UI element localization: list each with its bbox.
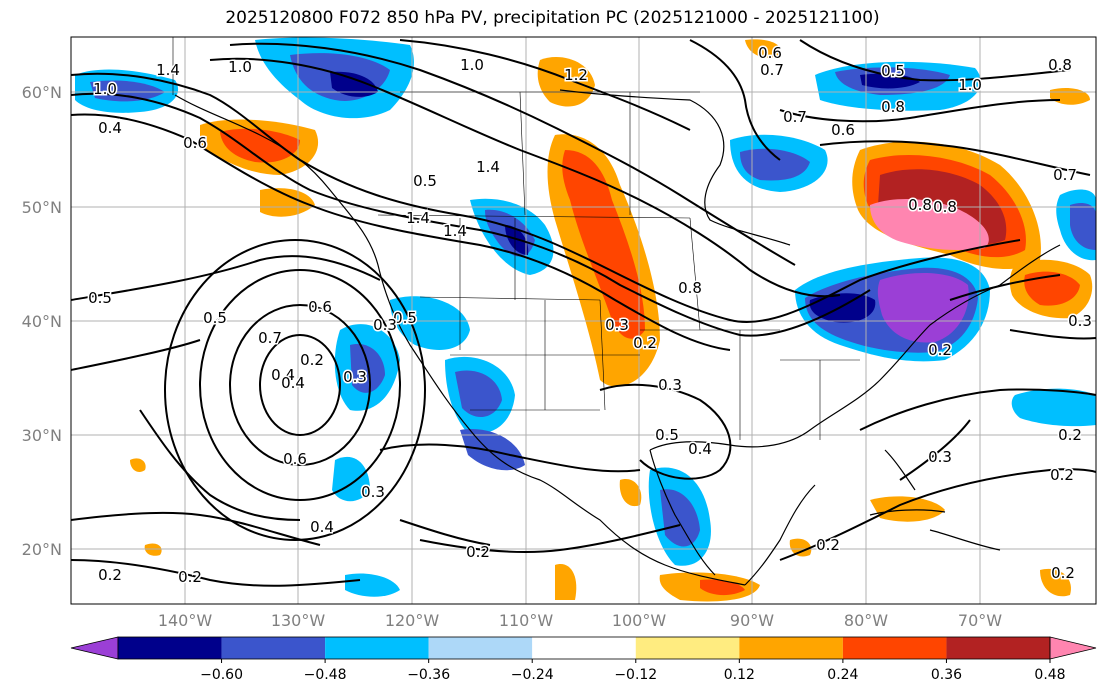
colorbar-segment: [946, 637, 1050, 659]
state-borders: [172, 37, 860, 440]
colorbar-segment: [532, 637, 636, 659]
contour-label: 0.8: [908, 196, 932, 214]
contour-label: 0.2: [466, 543, 490, 561]
colorbar-segment: [739, 637, 843, 659]
contour-label: 0.6: [308, 298, 332, 316]
colorbar-tick-label: −0.36: [407, 667, 450, 683]
lat-label-60: 60°N: [22, 83, 62, 102]
contour-label: 0.5: [881, 62, 905, 80]
contour-label: 0.3: [373, 316, 397, 334]
colorbar-tick-label: −0.24: [511, 667, 554, 683]
contour-label: 1.4: [476, 158, 500, 176]
colorbar: [70, 636, 1097, 660]
contour-label: 0.4: [98, 119, 122, 137]
lat-label-40: 40°N: [22, 312, 62, 331]
latitude-labels: 60°N 50°N 40°N 30°N 20°N: [22, 83, 62, 559]
colorbar-tick-label: 0.48: [1034, 667, 1065, 683]
chart-title: 2025120800 F072 850 hPa PV, precipitatio…: [225, 8, 880, 28]
pv-contours: [71, 39, 1096, 587]
contour-label: 0.8: [678, 279, 702, 297]
contour-label: 0.2: [1051, 564, 1075, 582]
contour-label: 0.2: [1050, 466, 1074, 484]
colorbar-segment: [635, 637, 740, 659]
colorbar-border: [117, 636, 1051, 660]
contour-label: 0.5: [203, 309, 227, 327]
contour-label: 0.8: [1048, 56, 1072, 74]
contour-label: 0.2: [178, 568, 202, 586]
contour-label: 0.7: [258, 329, 282, 347]
contour-label: 0.4: [310, 518, 334, 536]
contour-label: 0.3: [658, 376, 682, 394]
lon-label-130: 130°W: [271, 611, 326, 630]
contour-label: 0.5: [413, 172, 437, 190]
colorbar-tick-label: −0.48: [304, 667, 347, 683]
colorbar-tick-label: −0.60: [200, 667, 243, 683]
contour-label: 0.6: [831, 121, 855, 139]
contour-label: 0.2: [816, 536, 840, 554]
contour-label: 0.5: [655, 426, 679, 444]
precip-shading: [75, 37, 1096, 602]
contour-label: 0.3: [605, 316, 629, 334]
lon-label-90: 90°W: [730, 611, 774, 630]
contour-label: 0.2: [633, 334, 657, 352]
lon-label-70: 70°W: [958, 611, 1002, 630]
colorbar-segment: [842, 637, 947, 659]
contour-label: 1.4: [156, 61, 180, 79]
contour-label: 0.2: [98, 566, 122, 584]
colorbar-tick-label: 0.12: [724, 667, 755, 683]
contour-label: 0.3: [343, 368, 367, 386]
contour-label: 0.7: [1053, 166, 1077, 184]
map-frame: [70, 36, 1097, 605]
contour-label: 0.6: [183, 134, 207, 152]
lat-label-50: 50°N: [22, 198, 62, 217]
contour-label: 0.7: [783, 108, 807, 126]
colorbar-tick-label: −0.12: [614, 667, 657, 683]
lat-label-20: 20°N: [22, 540, 62, 559]
contour-label: 0.5: [393, 309, 417, 327]
colorbar-segment: [325, 637, 429, 659]
contour-label: 1.0: [93, 80, 117, 98]
contour-label: 1.4: [443, 222, 467, 240]
contour-label: 0.4: [281, 374, 305, 392]
colorbar-segment: [221, 637, 326, 659]
colorbar-extend-high: [1049, 636, 1097, 660]
contour-label: 0.6: [283, 450, 307, 468]
contour-label: 1.2: [564, 66, 588, 84]
contour-label: 1.0: [460, 56, 484, 74]
contour-labels: 1.41.01.01.2 0.7 0.51.40.80.40.60.51.40.70…: [87, 43, 1094, 588]
lon-label-100: 100°W: [612, 611, 667, 630]
colorbar-tick-label: 0.24: [827, 667, 858, 683]
contour-label: 0.6: [758, 44, 782, 62]
colorbar-segment: [118, 637, 222, 659]
contour-label: 1.0: [958, 76, 982, 94]
contour-label: 0.3: [928, 448, 952, 466]
longitude-labels: 140°W 130°W 120°W 110°W 100°W 90°W 80°W …: [158, 611, 1002, 630]
colorbar-segment: [428, 637, 533, 659]
colorbar-ticks: −0.60 −0.48 −0.36 −0.24 −0.12 0.12 0.24 0.36 0.4…: [200, 659, 1066, 683]
lon-label-140: 140°W: [158, 611, 213, 630]
contour-label: 1.4: [406, 209, 430, 227]
lon-label-80: 80°W: [844, 611, 888, 630]
contour-label: 0.4: [688, 440, 712, 458]
lon-label-110: 110°W: [499, 611, 554, 630]
colorbar-tick-label: 0.36: [931, 667, 962, 683]
contour-label: 1.0: [228, 58, 252, 76]
lat-label-30: 30°N: [22, 426, 62, 445]
contour-label: 0.3: [1068, 312, 1092, 330]
contour-label: 0.2: [300, 351, 324, 369]
contour-label: 0.7: [760, 61, 784, 79]
contour-label: 0.2: [1058, 426, 1082, 444]
contour-label: 0.3: [361, 483, 385, 501]
contour-label: 0.2: [928, 341, 952, 359]
lon-label-120: 120°W: [385, 611, 440, 630]
contour-label: 0.8: [881, 98, 905, 116]
contour-label: 0.8: [933, 198, 957, 216]
contour-label: 0.4: [271, 366, 295, 384]
contour-label: 0.5: [88, 289, 112, 307]
colorbar-extend-low: [70, 636, 119, 660]
